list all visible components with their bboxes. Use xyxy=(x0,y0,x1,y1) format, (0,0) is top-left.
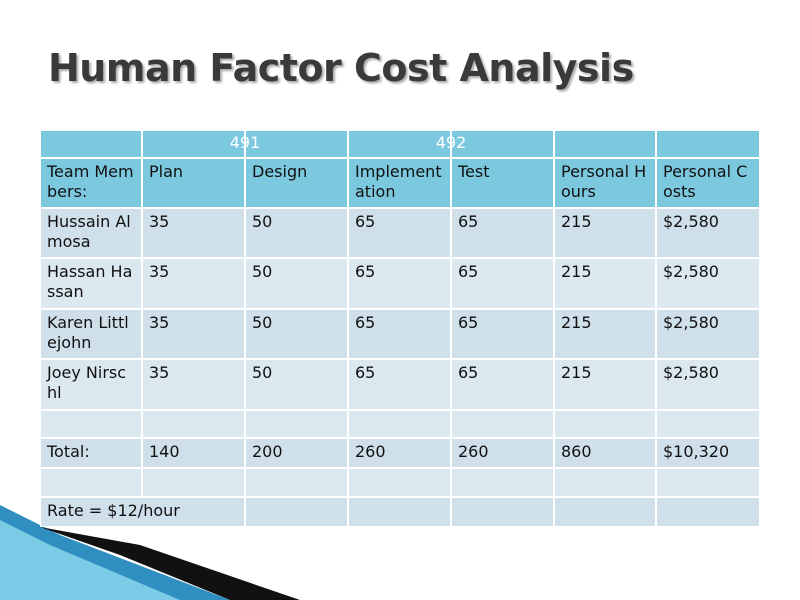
data-cell: 50 xyxy=(245,359,348,410)
blank-cell xyxy=(554,410,656,438)
data-cell: $2,580 xyxy=(656,309,760,359)
data-cell: 65 xyxy=(348,258,451,309)
group-cell xyxy=(245,130,348,158)
header-cell: Implementation xyxy=(348,158,451,208)
blank-cell xyxy=(245,410,348,438)
group-cell xyxy=(656,130,760,158)
data-cell: 50 xyxy=(245,258,348,309)
data-cell: $2,580 xyxy=(656,258,760,309)
header-cell: Test xyxy=(451,158,554,208)
total-cell: 200 xyxy=(245,438,348,468)
data-cell: Hussain Almosa xyxy=(40,208,142,258)
blank-cell xyxy=(348,410,451,438)
data-cell: 35 xyxy=(142,309,245,359)
data-cell: 50 xyxy=(245,208,348,258)
blank-cell xyxy=(656,410,760,438)
swoosh-dark xyxy=(40,527,300,600)
data-cell: 215 xyxy=(554,208,656,258)
header-cell: Personal Hours xyxy=(554,158,656,208)
data-cell: 65 xyxy=(451,309,554,359)
total-cell: 140 xyxy=(142,438,245,468)
data-cell: $2,580 xyxy=(656,208,760,258)
data-cell: $2,580 xyxy=(656,359,760,410)
data-cell: 50 xyxy=(245,309,348,359)
blank-cell xyxy=(40,468,142,497)
data-cell: 65 xyxy=(348,359,451,410)
total-cell: 260 xyxy=(348,438,451,468)
group-label: 492 xyxy=(435,133,467,152)
total-cell: $10,320 xyxy=(656,438,760,468)
data-cell: 65 xyxy=(348,208,451,258)
data-cell: 215 xyxy=(554,258,656,309)
data-cell: Joey Nirschl xyxy=(40,359,142,410)
blank-cell xyxy=(451,410,554,438)
total-cell: 260 xyxy=(451,438,554,468)
data-cell: Hassan Hassan xyxy=(40,258,142,309)
swoosh-light xyxy=(0,520,180,600)
data-cell: 65 xyxy=(451,208,554,258)
data-cell: 215 xyxy=(554,309,656,359)
blank-cell xyxy=(554,497,656,527)
data-cell: 35 xyxy=(142,359,245,410)
data-cell: 65 xyxy=(451,258,554,309)
group-label: 491 xyxy=(229,133,261,152)
data-cell: 65 xyxy=(348,309,451,359)
header-cell: Design xyxy=(245,158,348,208)
blank-cell xyxy=(142,468,245,497)
slide-title: Human Factor Cost Analysis xyxy=(48,46,634,90)
total-cell: Total: xyxy=(40,438,142,468)
blank-cell xyxy=(40,410,142,438)
blank-cell xyxy=(348,468,451,497)
data-cell: 35 xyxy=(142,208,245,258)
blank-cell xyxy=(348,497,451,527)
blank-cell xyxy=(451,497,554,527)
note-cell: Rate = $12/hour xyxy=(40,497,245,527)
header-cell: Personal Costs xyxy=(656,158,760,208)
data-cell: 65 xyxy=(451,359,554,410)
blank-cell xyxy=(142,410,245,438)
blank-cell xyxy=(656,497,760,527)
blank-cell xyxy=(451,468,554,497)
header-cell: Team Members: xyxy=(40,158,142,208)
group-cell xyxy=(142,130,245,158)
header-cell: Plan xyxy=(142,158,245,208)
group-cell xyxy=(40,130,142,158)
blank-cell xyxy=(656,468,760,497)
blank-cell xyxy=(554,468,656,497)
blank-cell xyxy=(245,497,348,527)
group-cell xyxy=(451,130,554,158)
group-cell xyxy=(348,130,451,158)
data-cell: Karen Littlejohn xyxy=(40,309,142,359)
blank-cell xyxy=(245,468,348,497)
data-cell: 35 xyxy=(142,258,245,309)
data-cell: 215 xyxy=(554,359,656,410)
group-cell xyxy=(554,130,656,158)
total-cell: 860 xyxy=(554,438,656,468)
